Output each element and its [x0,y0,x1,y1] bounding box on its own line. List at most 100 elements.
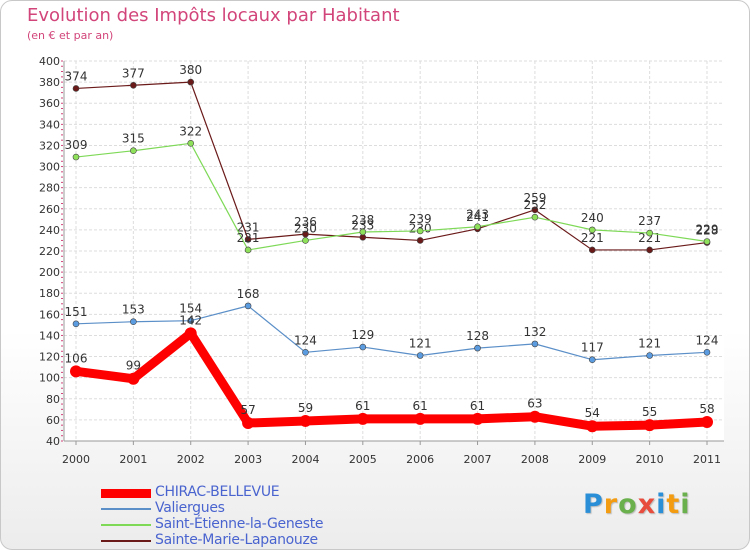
data-point [416,237,424,244]
x-tick-label: 2000 [62,453,90,466]
data-point [70,365,82,378]
data-point [471,412,484,425]
data-point [416,227,424,235]
data-label: 124 [696,333,719,347]
data-point [414,412,427,425]
data-label: 230 [294,221,317,235]
data-label: 57 [240,403,255,417]
y-tick-label: 140 [39,329,60,342]
y-tick-label: 80 [46,393,60,406]
data-label: 243 [466,208,489,222]
y-tick-label: 60 [46,414,60,427]
y-tick-label: 240 [39,224,60,237]
y-tick-label: 200 [39,266,60,279]
data-point [643,419,656,432]
legend-label: Valiergues [155,500,225,516]
data-label: 259 [523,191,546,205]
data-point [416,352,424,359]
data-label: 61 [413,399,428,413]
data-point [72,153,80,161]
legend-label: Sainte-Marie-Lapanouze [155,532,318,548]
data-label: 309 [65,138,88,152]
data-point [127,372,140,385]
data-point [356,412,369,425]
legend-label: Saint-Étienne-la-Geneste [155,516,324,532]
data-point [242,417,255,430]
data-point [588,356,596,364]
data-point [646,352,653,359]
chart-title: Evolution des Impôts locaux par Habitant [27,5,400,26]
data-label: 61 [355,399,370,413]
proxiti-logo: Proxiti [583,489,691,520]
data-label: 129 [351,328,374,342]
data-label: 241 [466,210,489,224]
y-tick-label: 280 [39,182,60,195]
data-point [187,317,195,324]
data-point [302,349,309,356]
y-tick-label: 380 [39,76,60,89]
data-label: 54 [585,406,600,420]
data-point [130,318,137,326]
y-tick-label: 400 [39,55,60,68]
data-label: 233 [351,218,374,232]
series-sainte-marie-lapanouze: 374 377 380 231 236 233 230 241 259 221 221 228 [65,63,718,254]
data-point [130,147,137,155]
x-tick-label: 2003 [234,453,262,466]
data-label: 124 [294,333,317,347]
data-label: 117 [581,341,604,355]
data-label: 374 [65,69,88,83]
y-tick-label: 180 [39,287,60,300]
data-point [528,410,541,423]
grid [64,60,724,442]
legend-label: CHIRAC-BELLEVUE [155,484,280,500]
data-label: 63 [527,397,542,411]
y-tick-label: 340 [39,118,60,131]
series-valiergues: 151 153 154 168 124 129 121 128 132 117 121 124 [65,287,719,364]
series-line [75,142,708,251]
data-point [359,343,367,351]
data-point [72,85,80,92]
data-point [302,237,309,244]
series-group: 3743773802312362332302412592212212283093… [65,63,719,433]
series-line [71,328,712,431]
data-label: 121 [409,337,432,351]
legend-swatch [101,488,151,498]
x-tick-label: 2004 [291,453,319,466]
data-label: 221 [581,231,604,245]
y-tick-label: 320 [39,139,60,152]
data-label: 142 [179,313,202,327]
data-point [244,302,252,310]
data-point [646,246,653,254]
data-label: 168 [237,287,260,301]
data-label: 236 [294,215,317,229]
data-point [531,340,539,348]
x-tick-label: 2009 [578,453,606,466]
data-label: 58 [699,402,714,416]
series-chirac-bellevue: 106 99 142 57 59 61 61 61 63 54 55 58 [65,313,715,433]
data-point [703,238,711,245]
y-tick-label: 260 [39,203,60,216]
data-point [187,140,195,147]
data-label: 237 [638,214,661,228]
data-label: 132 [523,325,546,339]
x-tick-label: 2010 [636,453,664,466]
series-line [75,305,708,361]
data-label: 61 [470,399,485,413]
data-label: 151 [65,305,88,319]
data-point [701,416,713,428]
legend-swatch [101,540,151,542]
data-point [302,230,309,238]
x-tick-label: 2005 [349,453,377,466]
data-label: 106 [65,351,88,365]
data-point [130,81,137,89]
data-label: 99 [126,359,141,373]
data-point [588,226,596,234]
y-tick-label: 160 [39,308,60,321]
data-label: 55 [642,405,657,419]
data-point [244,236,252,243]
data-label: 128 [466,329,489,343]
data-label: 154 [179,302,202,316]
data-label: 380 [179,63,202,77]
x-tick-label: 2011 [693,453,721,466]
y-tick-label: 40 [46,435,60,448]
